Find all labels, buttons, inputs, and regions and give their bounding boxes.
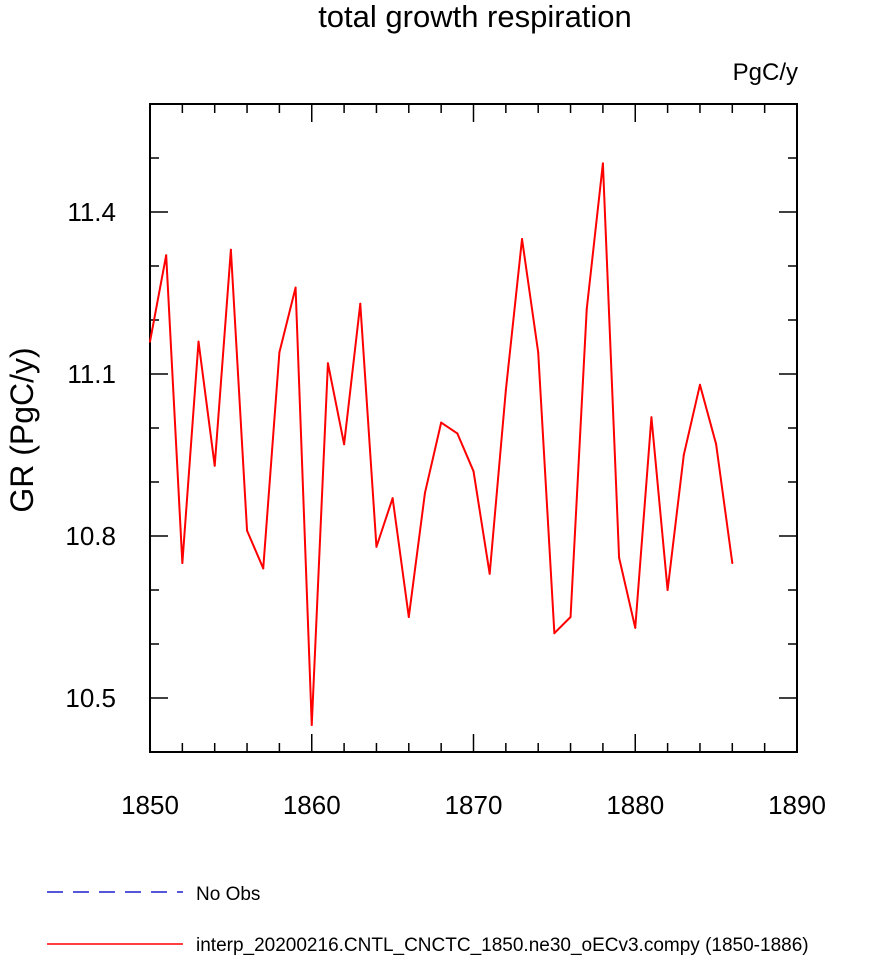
data-point xyxy=(504,389,507,392)
data-point xyxy=(294,286,297,289)
data-point xyxy=(229,248,232,251)
data-point xyxy=(310,724,313,726)
data-point xyxy=(343,443,346,446)
series-layer xyxy=(149,162,734,726)
legend: No Obs interp_20200216.CNTL_CNCTC_1850.n… xyxy=(47,884,809,956)
data-point xyxy=(165,254,168,257)
data-point xyxy=(618,556,621,559)
data-point xyxy=(149,340,151,343)
data-point xyxy=(213,464,216,467)
data-point xyxy=(440,421,443,424)
data-point xyxy=(359,302,362,305)
x-tick-label: 1890 xyxy=(768,790,826,820)
data-point xyxy=(262,567,265,570)
data-point xyxy=(391,497,394,500)
data-point xyxy=(521,238,524,240)
data-point xyxy=(650,416,653,419)
y-tick-label: 10.5 xyxy=(65,683,116,713)
data-point xyxy=(407,616,410,618)
chart-title: total growth respiration xyxy=(318,0,632,34)
data-point xyxy=(569,616,572,618)
legend-label-no-obs: No Obs xyxy=(196,884,260,905)
data-point xyxy=(601,162,604,165)
data-point xyxy=(715,443,718,446)
data-point xyxy=(585,308,588,311)
y-axis-label: GR (PgC/y) xyxy=(4,347,40,512)
y-tick-label: 10.8 xyxy=(65,521,116,551)
y-tick-label: 11.4 xyxy=(67,197,116,227)
data-point xyxy=(246,529,249,532)
data-point xyxy=(472,470,475,473)
x-tick-label: 1860 xyxy=(283,790,341,820)
data-point xyxy=(456,432,459,435)
legend-label-model-run: interp_20200216.CNTL_CNCTC_1850.ne30_oEC… xyxy=(196,935,809,956)
data-point xyxy=(731,562,734,564)
series-line xyxy=(149,162,734,726)
legend-item-no-obs: No Obs xyxy=(47,884,260,905)
data-point xyxy=(375,545,378,548)
axis-ticks xyxy=(149,103,798,753)
data-point xyxy=(181,562,184,564)
x-tick-label: 1870 xyxy=(445,790,503,820)
data-point xyxy=(488,572,491,575)
data-point xyxy=(423,491,426,494)
data-point xyxy=(197,340,200,343)
data-point xyxy=(666,589,669,591)
data-point xyxy=(326,362,329,365)
data-point xyxy=(278,351,281,354)
data-point xyxy=(682,454,685,456)
plot-frame xyxy=(149,103,798,753)
data-point xyxy=(698,383,701,386)
y-tick-label: 11.1 xyxy=(67,359,116,389)
data-point xyxy=(537,351,540,354)
x-tick-label: 1880 xyxy=(606,790,664,820)
units-label: PgC/y xyxy=(733,59,798,86)
tick-labels: 1850 1860 1870 1880 1890 10.5 10.8 11.1 11.4 xyxy=(65,197,826,820)
legend-item-model-run: interp_20200216.CNTL_CNCTC_1850.ne30_oEC… xyxy=(47,935,809,956)
data-point xyxy=(634,626,637,629)
data-point xyxy=(553,632,556,635)
x-tick-label: 1850 xyxy=(121,790,179,820)
